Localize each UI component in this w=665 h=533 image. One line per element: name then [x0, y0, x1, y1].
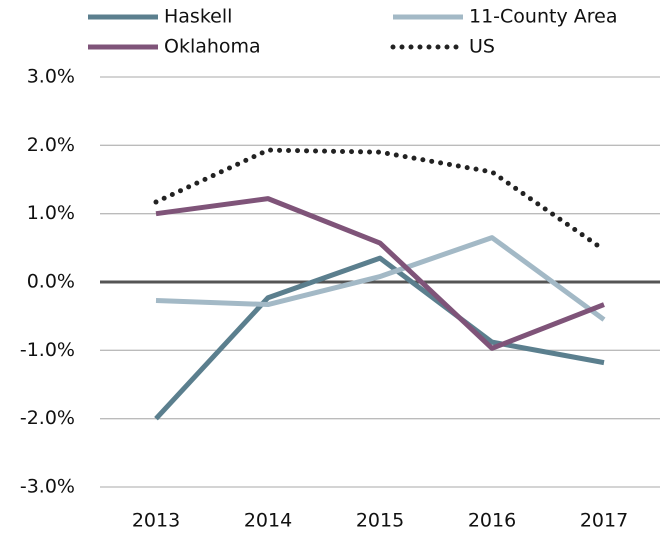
- x-tick-label: 2016: [468, 510, 516, 532]
- y-tick-label: 0.0%: [27, 271, 75, 293]
- series-line: [155, 196, 605, 351]
- legend-label: Oklahoma: [164, 36, 261, 58]
- series-line: [154, 255, 605, 421]
- legend-label: Haskell: [164, 6, 232, 28]
- x-tick-label: 2017: [580, 510, 628, 532]
- y-tick-label: -3.0%: [20, 476, 75, 498]
- legend-label: US: [469, 36, 495, 58]
- y-tick-label: 1.0%: [27, 202, 75, 224]
- series-line: [153, 147, 607, 253]
- x-tick-label: 2013: [132, 510, 180, 532]
- x-tick-label: 2015: [356, 510, 404, 532]
- series-line: [155, 235, 606, 322]
- legend-label: 11-County Area: [469, 6, 617, 28]
- x-tick-label: 2014: [244, 510, 292, 532]
- y-tick-label: -2.0%: [20, 407, 75, 429]
- y-tick-label: -1.0%: [20, 339, 75, 361]
- y-tick-label: 2.0%: [27, 134, 75, 156]
- y-tick-label: 3.0%: [27, 66, 75, 88]
